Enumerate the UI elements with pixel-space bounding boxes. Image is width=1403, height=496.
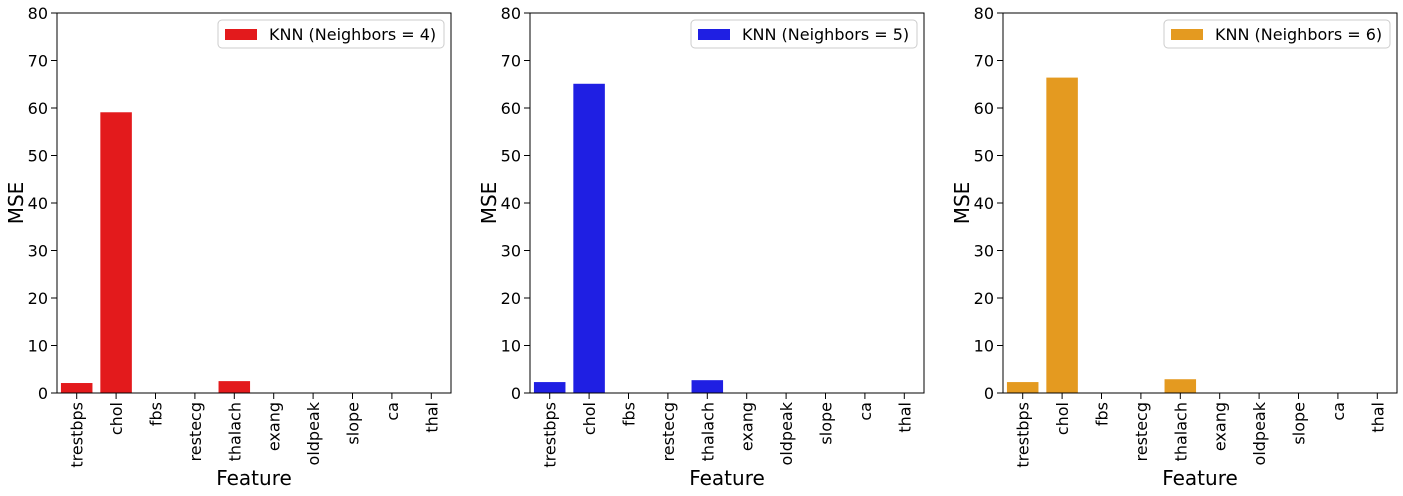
x-tick-label: thalach <box>1171 402 1190 461</box>
x-tick-label: slope <box>817 402 836 445</box>
x-tick-label: trestbps <box>68 402 87 468</box>
x-tick-label: oldpeak <box>304 401 323 465</box>
x-tick-label: thal <box>1368 402 1387 433</box>
y-tick-label: 30 <box>974 242 994 261</box>
legend: KNN (Neighbors = 4) <box>217 19 445 49</box>
legend-label: KNN (Neighbors = 6) <box>1215 25 1382 44</box>
plot-frame <box>529 12 925 394</box>
chart-panel-1: 0 10 20 30 40 50 60 70 80 trestbps chol fbs restecg t… <box>4 4 452 490</box>
y-tick-label: 60 <box>974 99 994 118</box>
y-tick-label: 30 <box>28 242 48 261</box>
legend-label: KNN (Neighbors = 5) <box>742 25 909 44</box>
y-tick-label: 40 <box>501 194 521 213</box>
x-tick-label: fbs <box>147 402 166 426</box>
y-tick-label: 50 <box>501 147 521 166</box>
bar-chol <box>573 83 605 394</box>
x-tick-label: ca <box>383 402 402 421</box>
x-tick-label: restecg <box>1132 402 1151 461</box>
x-tick-label: restecg <box>186 402 205 461</box>
x-tick-label: exang <box>1211 402 1230 451</box>
y-tick-label: 20 <box>28 289 48 308</box>
y-tick-label: 40 <box>974 194 994 213</box>
bar-trestbps <box>60 383 93 393</box>
x-axis-label: Feature <box>689 466 765 490</box>
x-tick-label: trestbps <box>1014 402 1033 468</box>
y-tick-label: 30 <box>501 242 521 261</box>
x-tick-label: oldpeak <box>1250 401 1269 465</box>
x-tick-label: thal <box>895 402 914 433</box>
x-tick-label: exang <box>265 402 284 451</box>
plot-frame <box>56 12 452 394</box>
plot-frame <box>1002 12 1398 394</box>
y-tick-label: 50 <box>28 147 48 166</box>
y-tick-label: 10 <box>974 337 994 356</box>
y-tick-label: 70 <box>974 52 994 71</box>
y-tick-label: 20 <box>501 289 521 308</box>
x-axis-label: Feature <box>216 466 292 490</box>
x-tick-label: oldpeak <box>777 401 796 465</box>
legend-swatch <box>1171 29 1203 40</box>
x-tick-label: chol <box>580 402 599 435</box>
y-tick-label: 80 <box>974 4 994 23</box>
y-tick-label: 70 <box>28 52 48 71</box>
bar-trestbps <box>1006 382 1039 393</box>
y-tick-label: 80 <box>501 4 521 23</box>
legend-swatch <box>225 29 257 40</box>
y-tick-label: 70 <box>501 52 521 71</box>
bar-chol <box>100 112 132 394</box>
x-tick-label: fbs <box>620 402 639 426</box>
bar-thalach <box>218 381 251 393</box>
legend-label: KNN (Neighbors = 4) <box>269 25 436 44</box>
x-tick-label: fbs <box>1093 402 1112 426</box>
y-tick-label: 0 <box>38 384 48 403</box>
y-tick-label: 60 <box>501 99 521 118</box>
chart-panel-2: 0 10 20 30 40 50 60 70 80 trestbps chol fbs restecg t… <box>477 4 925 490</box>
legend-swatch <box>698 29 730 40</box>
bar-trestbps <box>533 382 566 393</box>
bar-chol <box>1046 77 1078 393</box>
legend: KNN (Neighbors = 5) <box>690 19 918 49</box>
legend-box <box>690 19 918 49</box>
legend-box <box>217 19 445 49</box>
y-axis-label: MSE <box>477 182 501 225</box>
x-axis-label: Feature <box>1162 466 1238 490</box>
bar-thalach <box>1164 379 1197 393</box>
bar-thalach <box>691 380 724 393</box>
y-tick-label: 10 <box>28 337 48 356</box>
x-tick-label: slope <box>344 402 363 445</box>
x-tick-label: slope <box>1290 402 1309 445</box>
x-tick-label: chol <box>107 402 126 435</box>
y-axis-label: MSE <box>4 182 28 225</box>
x-tick-label: ca <box>1329 402 1348 421</box>
x-tick-label: restecg <box>659 402 678 461</box>
y-axis-label: MSE <box>950 182 974 225</box>
legend: KNN (Neighbors = 6) <box>1163 19 1391 49</box>
x-tick-label: thal <box>422 402 441 433</box>
y-tick-label: 40 <box>28 194 48 213</box>
y-tick-label: 0 <box>984 384 994 403</box>
x-tick-label: exang <box>738 402 757 451</box>
x-tick-label: trestbps <box>541 402 560 468</box>
y-tick-label: 60 <box>28 99 48 118</box>
y-tick-label: 80 <box>28 4 48 23</box>
y-tick-label: 50 <box>974 147 994 166</box>
legend-box <box>1163 19 1391 49</box>
y-tick-label: 0 <box>511 384 521 403</box>
x-tick-label: ca <box>856 402 875 421</box>
y-tick-label: 10 <box>501 337 521 356</box>
x-tick-label: thalach <box>698 402 717 461</box>
y-tick-label: 20 <box>974 289 994 308</box>
chart-panel-3: 0 10 20 30 40 50 60 70 80 trestbps chol fbs restecg t… <box>950 4 1398 490</box>
x-tick-label: chol <box>1053 402 1072 435</box>
x-tick-label: thalach <box>225 402 244 461</box>
